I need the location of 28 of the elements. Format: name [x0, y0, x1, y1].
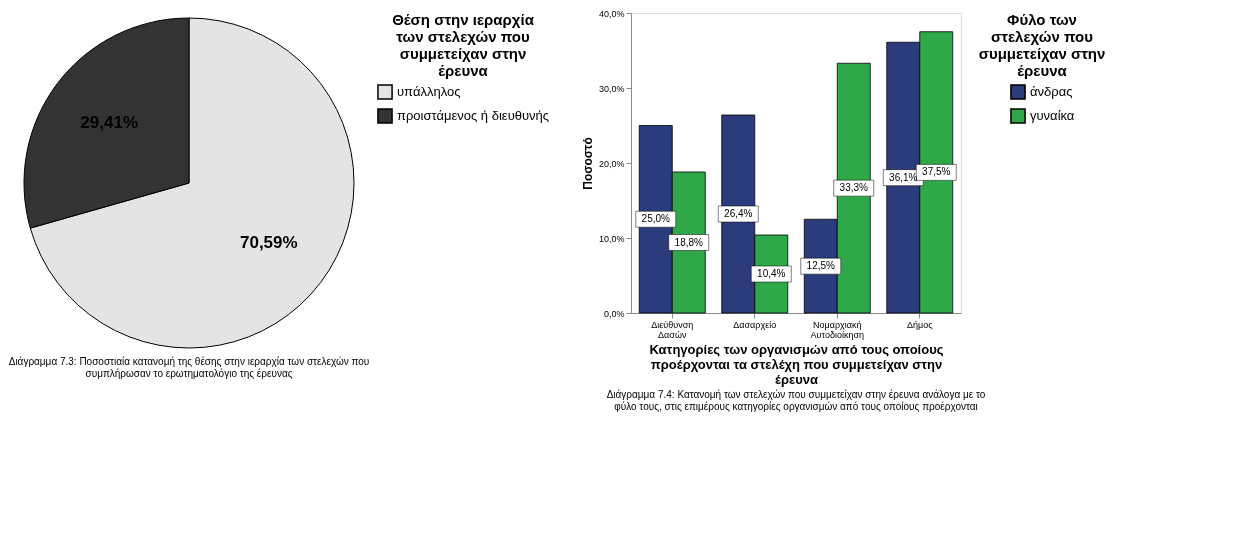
legend-label: άνδρας	[1030, 84, 1073, 99]
data-label: 12,5%	[806, 260, 836, 272]
data-label: 10,4%	[757, 268, 786, 279]
data-label: 37,5%	[922, 166, 951, 178]
data-label: 33,3%	[839, 182, 869, 194]
data-label: 70,59%	[239, 233, 298, 253]
y-tick-label: 30,0%	[598, 83, 625, 94]
x-tick-label: Διεύθυνση Δασών	[651, 319, 694, 340]
legend-label: προιστάμενος ή διευθυνής	[397, 108, 550, 123]
y-axis-title: Ποσοστό	[580, 137, 595, 190]
y-tick-label: 40,0%	[598, 8, 625, 19]
x-tick-label: Νομαρχιακή Αυτοδιοίκηση	[810, 319, 864, 340]
text: Διάγραμμα 7.4: Κατανομή των στελεχών που συμμετείχαν στην έρευνα ανάλογα με το φύλο τους, στις επιμέρους κατηγορίες οργανισμών από τους οποίους προέρχονται	[606, 389, 986, 412]
data-label: 36,1%	[889, 171, 918, 183]
legend-title: Θέση στην ιεραρχία των στελεχών που συμμετείχαν στην έρευνα	[392, 11, 535, 79]
legend-label: γυναίκα	[1030, 108, 1075, 123]
data-label: 26,4%	[724, 208, 753, 219]
y-tick-label: 10,0%	[598, 233, 625, 244]
data-label: 25,0%	[641, 213, 671, 225]
text: Διάγραμμα 7.3: Ποσοστιαία κατανομή της θέσης στην ιεραρχία των στελεχών που συμπλήρωσαν το ερωτηματολόγιο της έρευνας	[8, 356, 370, 379]
legend-title: Φύλο των στελεχών που συμμετείχαν στην έρευνα	[978, 11, 1106, 79]
data-label: 18,8%	[674, 236, 704, 248]
legend-label: υπάλληλος	[397, 84, 461, 99]
y-tick-label: 20,0%	[598, 158, 625, 169]
x-tick-label: Δασαρχείο	[733, 319, 777, 330]
x-tick-label: Δήμος	[906, 319, 934, 330]
x-axis-title: Κατηγορίες των οργανισμών από τους οποίους προέρχονται τα στελέχη που συμμετείχαν στην έρευνα	[649, 341, 944, 387]
y-tick-label: 0,0%	[603, 308, 625, 319]
